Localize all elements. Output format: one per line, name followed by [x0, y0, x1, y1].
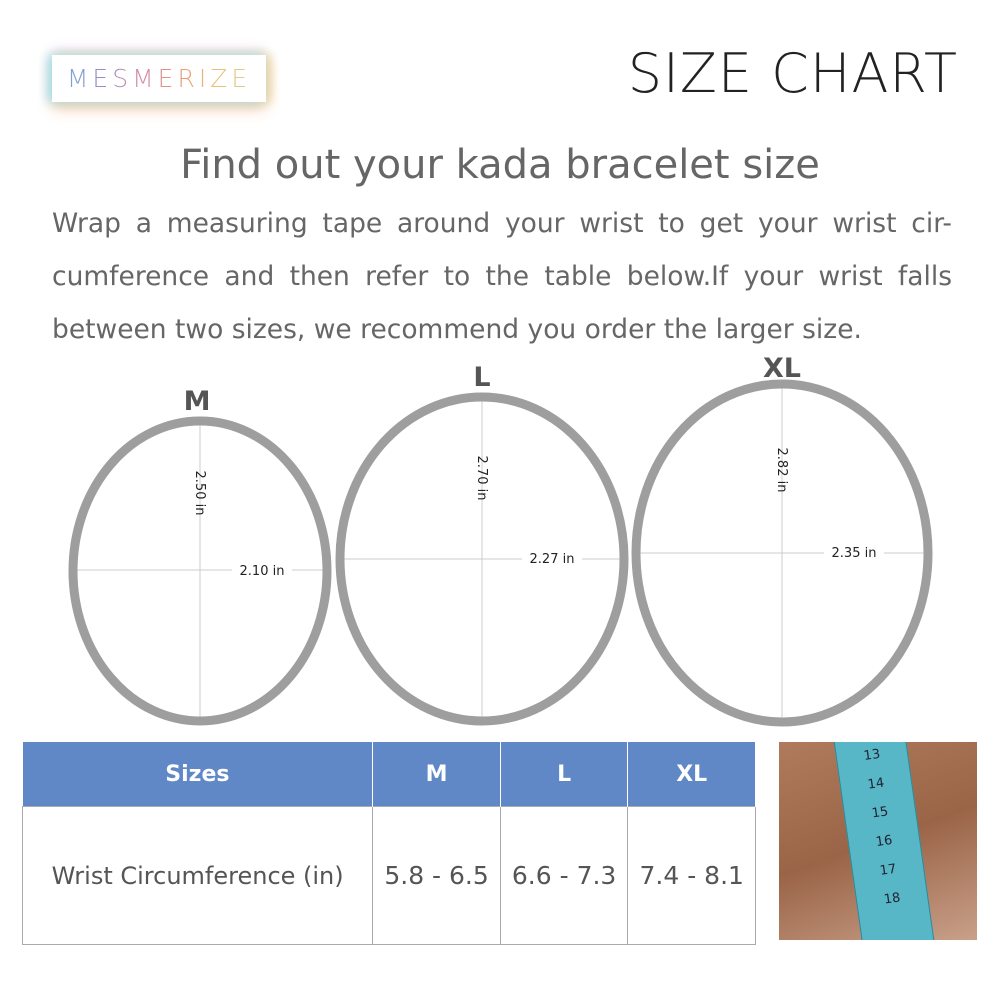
table-row: Wrist Circumference (in) 5.8 - 6.5 6.6 -…	[21, 806, 756, 945]
ring-diagrams: 2.10 in 2.50 in M 2.27 in 2.70 in L 2.35…	[68, 353, 933, 727]
height-label: 2.50 in	[192, 471, 207, 516]
table-cell: 7.4 - 8.1	[627, 806, 756, 945]
ring-outline	[335, 392, 629, 726]
tape-number: 18	[882, 890, 902, 908]
row-label: Wrist Circumference (in)	[21, 806, 374, 945]
ring-m: 2.10 in 2.50 in M	[68, 386, 332, 726]
header-cell: M	[372, 742, 501, 807]
heading: Find out your kada bracelet size	[180, 142, 820, 188]
tape-number: 17	[878, 861, 898, 879]
size-table: Sizes M L XL Wrist Circumference (in) 5.…	[21, 742, 756, 945]
ring-xl: 2.35 in 2.82 in XL	[631, 353, 933, 727]
ring-l: 2.27 in 2.70 in L	[335, 362, 629, 726]
header-cell: XL	[627, 742, 756, 807]
page-title: SIZE CHART	[627, 42, 958, 105]
tape-number: 14	[866, 775, 886, 793]
ring-outline	[631, 379, 933, 727]
tape-number: 16	[874, 832, 894, 851]
brand-logo: MESMERIZE	[52, 55, 266, 102]
height-label: 2.70 in	[474, 456, 489, 501]
size-label: M	[184, 386, 211, 417]
description: Wrap a measuring tape around your wrist …	[52, 208, 952, 345]
table-cell: 6.6 - 7.3	[499, 806, 629, 945]
ring-outline	[68, 416, 332, 726]
table-header-row: Sizes M L XL	[22, 742, 756, 807]
measuring-tape: 13 14 15 16 17 18	[833, 742, 937, 940]
size-label: XL	[763, 353, 801, 384]
header-cell: L	[500, 742, 629, 807]
tape-number: 13	[862, 746, 882, 764]
height-label: 2.82 in	[774, 448, 789, 493]
header-cell: Sizes	[22, 742, 374, 807]
width-label: 2.10 in	[240, 564, 285, 579]
size-label: L	[473, 362, 490, 393]
wrist-measuring-photo: 13 14 15 16 17 18	[779, 742, 977, 940]
tape-number: 15	[870, 804, 890, 822]
width-label: 2.35 in	[832, 546, 877, 561]
table-cell: 5.8 - 6.5	[372, 806, 501, 945]
width-label: 2.27 in	[530, 552, 575, 567]
